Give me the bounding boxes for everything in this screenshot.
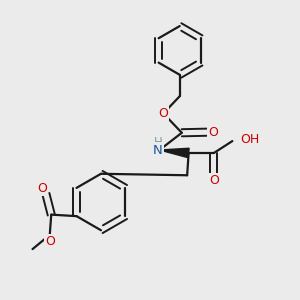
Polygon shape	[160, 148, 189, 158]
Text: O: O	[38, 182, 47, 195]
Text: H: H	[154, 136, 162, 149]
Text: O: O	[45, 235, 55, 248]
Text: O: O	[158, 107, 168, 120]
Text: N: N	[153, 143, 163, 157]
Text: O: O	[208, 126, 218, 139]
Text: OH: OH	[241, 133, 260, 146]
Text: O: O	[209, 174, 219, 188]
